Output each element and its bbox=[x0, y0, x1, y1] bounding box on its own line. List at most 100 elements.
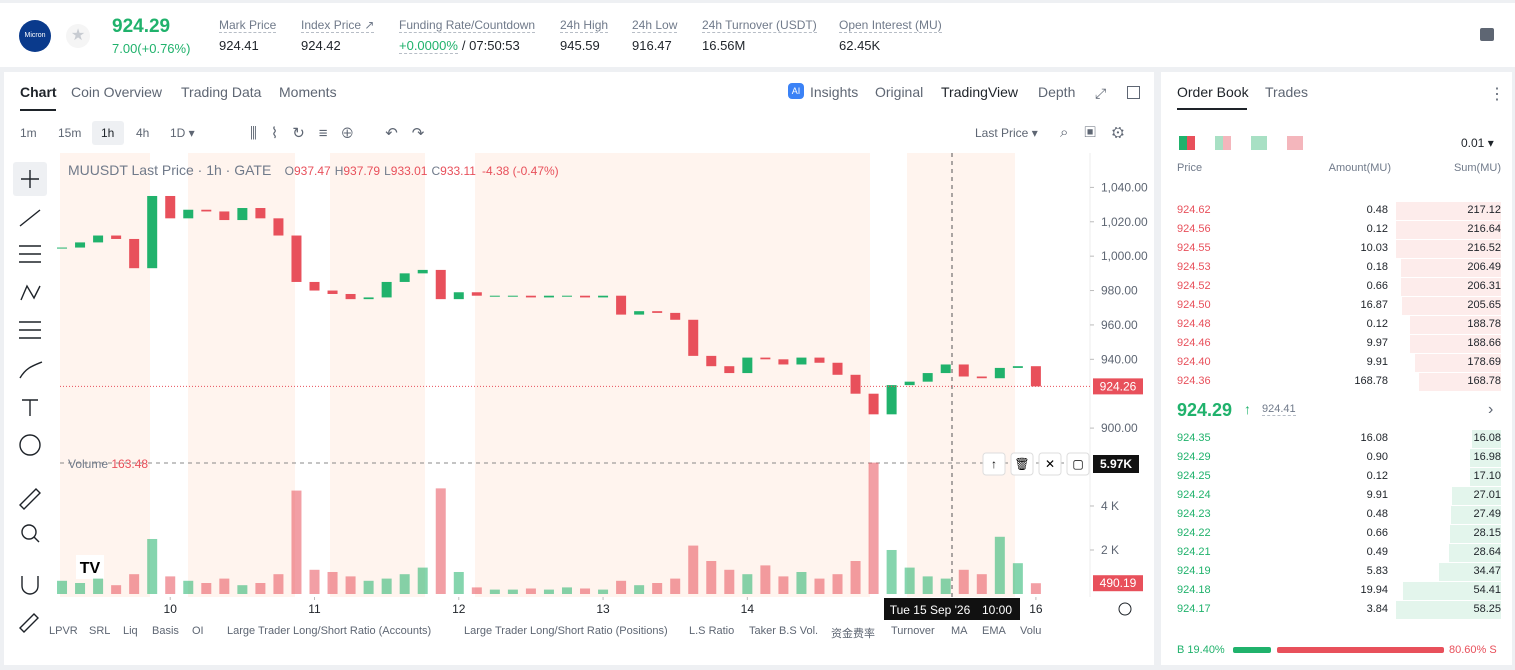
indicator[interactable]: OI bbox=[192, 625, 204, 637]
order-price[interactable]: 924.23 bbox=[1177, 508, 1211, 520]
toolbar-icons[interactable]: ⫼⌇↻≡⊕ ↶↷ bbox=[250, 125, 439, 142]
menu[interactable]: ⋮ bbox=[1489, 86, 1505, 103]
order-amount: 0.12 bbox=[1366, 318, 1388, 330]
pane-control[interactable]: ↑ bbox=[991, 457, 997, 471]
order-price[interactable]: 924.62 bbox=[1177, 204, 1211, 216]
view-bids[interactable] bbox=[1251, 136, 1267, 150]
view-asks[interactable] bbox=[1215, 136, 1231, 150]
volume-bar bbox=[435, 488, 446, 594]
order-price[interactable]: 924.40 bbox=[1177, 356, 1211, 368]
pane-control[interactable]: ✕ bbox=[1045, 457, 1055, 471]
indicator[interactable]: EMA bbox=[982, 625, 1006, 637]
order-price[interactable]: 924.48 bbox=[1177, 318, 1211, 330]
coin-logo[interactable]: Micron bbox=[19, 20, 51, 52]
interval[interactable]: 4h bbox=[136, 126, 150, 140]
depth-bar bbox=[1401, 297, 1501, 315]
depth-bar bbox=[1449, 544, 1501, 562]
indicator[interactable]: Volu bbox=[1020, 625, 1042, 637]
interval[interactable]: 1m bbox=[20, 126, 37, 140]
price-source[interactable]: Last Price ▾ bbox=[975, 126, 1038, 140]
pane-controls[interactable] bbox=[982, 452, 1090, 476]
order-price[interactable]: 924.18 bbox=[1177, 584, 1211, 596]
order-amount: 0.48 bbox=[1366, 204, 1388, 216]
view-tab[interactable]: Insights bbox=[810, 84, 859, 100]
indicator[interactable]: Large Trader Long/Short Ratio (Accounts) bbox=[227, 625, 432, 637]
crosshair-date: Tue 15 Sep '26 bbox=[890, 603, 971, 617]
layout-icon[interactable] bbox=[1480, 28, 1494, 41]
candle bbox=[561, 295, 572, 297]
order-price[interactable]: 924.24 bbox=[1177, 489, 1211, 501]
candle bbox=[147, 195, 158, 269]
favorite-star[interactable]: ★ bbox=[66, 24, 90, 48]
order-price[interactable]: 924.56 bbox=[1177, 223, 1211, 235]
mid-price: 924.29 bbox=[1177, 400, 1233, 420]
col-amount: Amount(MU) bbox=[1328, 162, 1391, 174]
expand-icon[interactable]: ⤢ bbox=[1095, 85, 1107, 101]
volume-bar bbox=[489, 589, 500, 594]
settings-icon[interactable] bbox=[1118, 602, 1132, 616]
chart-tab[interactable]: Coin Overview bbox=[71, 84, 163, 100]
volume-bar bbox=[111, 585, 122, 594]
view-tab[interactable]: Depth bbox=[1038, 84, 1076, 100]
order-price[interactable]: 924.25 bbox=[1177, 470, 1211, 482]
indicator[interactable]: LPVR bbox=[49, 625, 78, 637]
pane-control[interactable]: ▢ bbox=[1072, 457, 1083, 471]
order-book-tab[interactable]: Order Book bbox=[1177, 84, 1249, 100]
volume-bar bbox=[994, 536, 1005, 594]
order-price[interactable]: 924.35 bbox=[1177, 432, 1211, 444]
chart-tab[interactable]: Moments bbox=[279, 84, 337, 100]
volume-bar bbox=[706, 560, 717, 594]
indicator[interactable]: Large Trader Long/Short Ratio (Positions… bbox=[464, 625, 668, 637]
order-price[interactable]: 924.36 bbox=[1177, 375, 1211, 387]
indicator[interactable]: MA bbox=[951, 625, 968, 637]
order-amount: 0.12 bbox=[1366, 470, 1388, 482]
order-price[interactable]: 924.52 bbox=[1177, 280, 1211, 292]
order-price[interactable]: 924.53 bbox=[1177, 261, 1211, 273]
order-price[interactable]: 924.19 bbox=[1177, 565, 1211, 577]
view-tab[interactable]: Original bbox=[875, 84, 924, 100]
candle bbox=[1012, 366, 1023, 368]
trades-tab[interactable]: Trades bbox=[1265, 84, 1309, 100]
interval[interactable]: 15m bbox=[58, 126, 82, 140]
interval[interactable]: 1D ▾ bbox=[170, 126, 195, 140]
pane-control[interactable]: 🗑 bbox=[1014, 457, 1029, 471]
chart-title: MUUSDT Last Price · 1h · GATE bbox=[68, 162, 272, 178]
tick-size[interactable]: 0.01 ▾ bbox=[1461, 136, 1494, 150]
view-sells[interactable] bbox=[1287, 136, 1303, 150]
order-price[interactable]: 924.17 bbox=[1177, 603, 1211, 615]
more-arrow[interactable]: › bbox=[1488, 401, 1494, 418]
window-icon[interactable] bbox=[1127, 86, 1140, 99]
order-price[interactable]: 924.22 bbox=[1177, 527, 1211, 539]
order-price[interactable]: 924.50 bbox=[1177, 299, 1211, 311]
depth-bar bbox=[1396, 221, 1501, 239]
indicator[interactable]: Liq bbox=[123, 625, 138, 637]
indicator[interactable]: Taker B.S Vol. bbox=[749, 625, 819, 637]
last-price: 924.29 bbox=[112, 16, 171, 37]
interval[interactable]: 1h bbox=[101, 126, 115, 140]
order-amount: 9.91 bbox=[1366, 489, 1388, 501]
chart-tab[interactable]: Chart bbox=[20, 84, 57, 100]
view-both[interactable] bbox=[1179, 136, 1195, 150]
toolbar-right-icons[interactable]: ⌕▣⚙ bbox=[1060, 124, 1140, 141]
order-price[interactable]: 924.29 bbox=[1177, 451, 1211, 463]
indicator[interactable]: 资金费率 bbox=[831, 628, 875, 640]
view-tab[interactable]: TradingView bbox=[941, 84, 1019, 100]
order-price[interactable]: 924.46 bbox=[1177, 337, 1211, 349]
candle bbox=[57, 247, 68, 249]
candle bbox=[381, 281, 392, 298]
ohlc-value: 933.11 bbox=[440, 164, 476, 178]
chart-tab[interactable]: Trading Data bbox=[181, 84, 262, 100]
drawing-tools[interactable] bbox=[13, 162, 47, 633]
sell-ratio-bar bbox=[1276, 647, 1444, 653]
depth-bar bbox=[1419, 373, 1501, 391]
indicator[interactable]: SRL bbox=[89, 625, 111, 637]
ohlc-value: 937.79 bbox=[343, 164, 381, 178]
indicator[interactable]: L.S Ratio bbox=[689, 625, 735, 637]
order-price[interactable]: 924.21 bbox=[1177, 546, 1211, 558]
volume-bar bbox=[796, 571, 807, 594]
candle bbox=[688, 319, 699, 356]
order-price[interactable]: 924.55 bbox=[1177, 242, 1211, 254]
indicator[interactable]: Turnover bbox=[891, 625, 935, 637]
volume-bar bbox=[832, 574, 843, 594]
indicator[interactable]: Basis bbox=[152, 625, 179, 637]
